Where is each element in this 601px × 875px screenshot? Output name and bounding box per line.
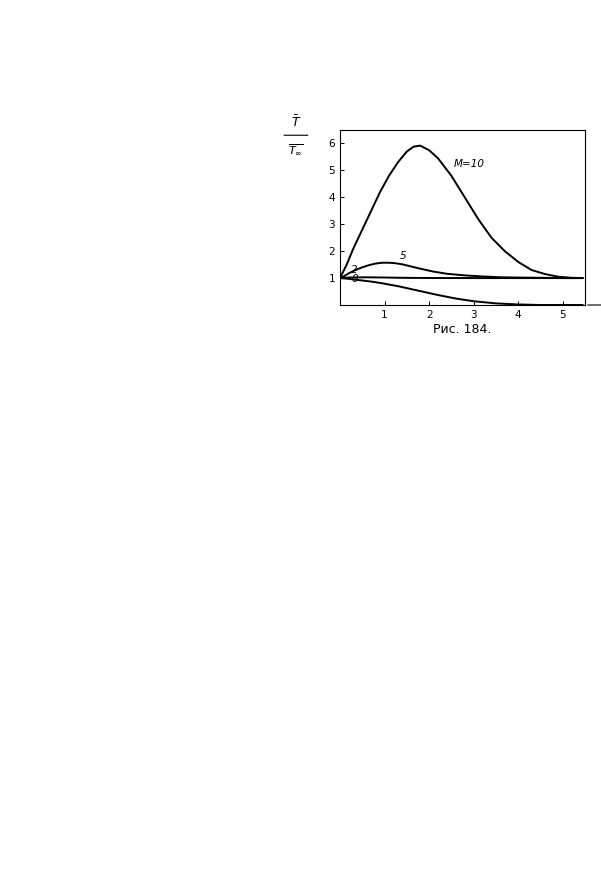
Text: $\overline{T_\infty}$: $\overline{T_\infty}$ xyxy=(288,143,304,157)
Text: 2: 2 xyxy=(351,265,358,276)
Text: Рис. 184.: Рис. 184. xyxy=(433,323,492,336)
Text: M=10: M=10 xyxy=(454,159,484,169)
Text: $\bar{T}$: $\bar{T}$ xyxy=(291,115,301,130)
Text: 0: 0 xyxy=(351,274,358,284)
Text: 5: 5 xyxy=(400,251,407,262)
